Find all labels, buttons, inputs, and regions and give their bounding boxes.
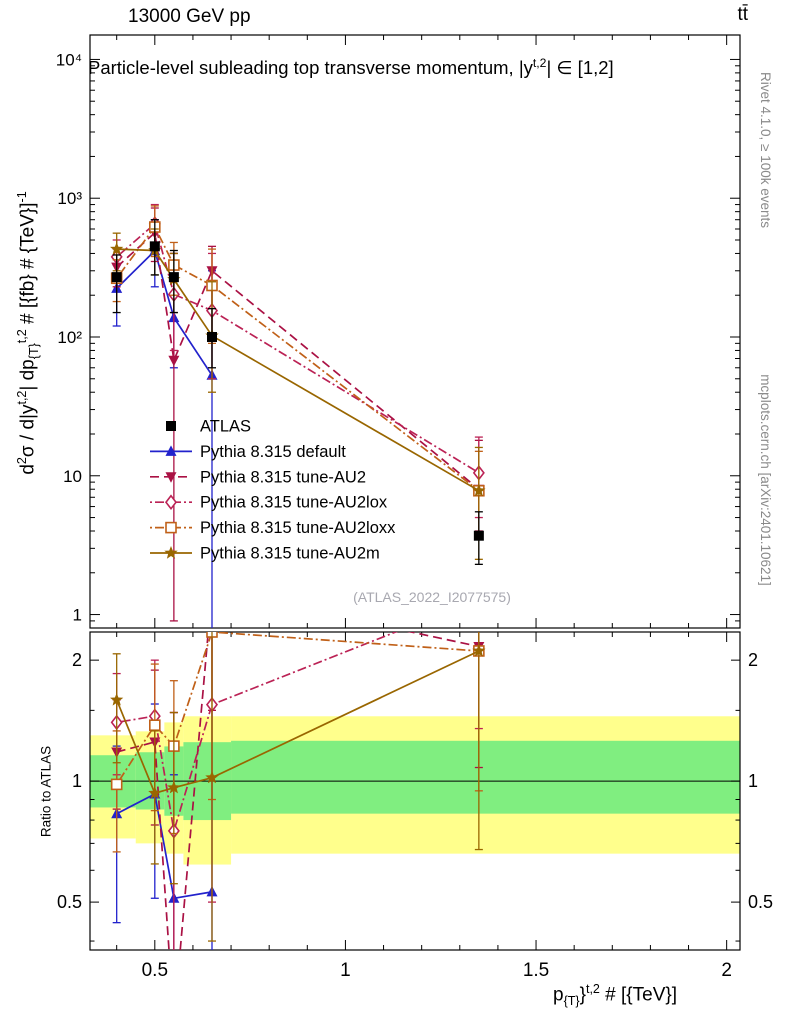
svg-text:Pythia 8.315 tune-AU2: Pythia 8.315 tune-AU2 <box>200 468 366 486</box>
svg-text:2: 2 <box>72 650 82 670</box>
legend: ATLAS Pythia 8.315 default Pythia 8.315 tu… <box>150 418 396 563</box>
beam-energy-label: 13000 GeV pp <box>128 6 251 27</box>
ratio-panel-frame <box>89 631 741 951</box>
svg-text:1: 1 <box>748 771 758 791</box>
svg-text:2: 2 <box>721 960 732 981</box>
svg-text:0.5: 0.5 <box>748 892 773 912</box>
mcplots-credit-note: mcplots.cern.ch [arXiv:2401.10621] <box>758 374 773 586</box>
y-axis-title: d2σ / d|yt,2| dp{T}t,2 # [{fb} # {TeV}]-… <box>15 191 42 475</box>
series-pythia-8-315-default <box>111 219 218 628</box>
axis-ticks <box>90 35 740 950</box>
rivet-version-note: Rivet 4.1.0, ≥ 100k events <box>758 72 773 228</box>
axis-tick-labels: 0.5 1 1.5 2 1 10 10² 10³ 10⁴ 0.5 0.5 1 1 2 2 <box>56 50 773 981</box>
svg-text:ATLAS: ATLAS <box>200 418 251 436</box>
svg-text:1: 1 <box>73 606 82 625</box>
svg-text:1: 1 <box>340 960 351 981</box>
svg-text:10³: 10³ <box>57 189 82 208</box>
legend-entry-pythia-8-315-tune-au2loxx: Pythia 8.315 tune-AU2loxx <box>150 519 396 537</box>
series-pythia-8-315-tune-au2m <box>110 632 486 942</box>
ratio-panel-series <box>110 632 486 950</box>
svg-text:1.5: 1.5 <box>523 960 549 981</box>
legend-entry-pythia-8-315-tune-au2: Pythia 8.315 tune-AU2 <box>150 468 366 486</box>
svg-text:10⁴: 10⁴ <box>56 50 82 69</box>
legend-entry-atlas: ATLAS <box>166 418 251 436</box>
plot-title: Particle-level subleading top transverse… <box>88 56 614 79</box>
svg-text:10²: 10² <box>57 328 82 347</box>
svg-text:0.5: 0.5 <box>142 960 168 981</box>
process-label: tt̄ <box>737 4 748 25</box>
svg-text:Pythia 8.315 tune-AU2loxx: Pythia 8.315 tune-AU2loxx <box>200 519 396 537</box>
main-panel-series <box>110 203 486 628</box>
legend-entry-pythia-8-315-default: Pythia 8.315 default <box>150 443 346 461</box>
svg-text:10: 10 <box>63 467 82 486</box>
analysis-id-watermark: (ATLAS_2022_I2077575) <box>353 589 511 605</box>
series-atlas <box>111 219 484 566</box>
uncertainty-bands <box>90 716 740 865</box>
svg-text:2: 2 <box>748 650 758 670</box>
svg-text:Pythia 8.315 tune-AU2lox: Pythia 8.315 tune-AU2lox <box>200 494 388 512</box>
svg-text:1: 1 <box>72 771 82 791</box>
legend-entry-pythia-8-315-tune-au2m: Pythia 8.315 tune-AU2m <box>150 545 380 563</box>
main-panel-frame <box>89 34 741 629</box>
svg-text:Pythia 8.315 default: Pythia 8.315 default <box>200 443 346 461</box>
series-pythia-8-315-tune-au2loxx <box>110 205 485 540</box>
legend-entry-pythia-8-315-tune-au2lox: Pythia 8.315 tune-AU2lox <box>150 494 388 512</box>
x-axis-title: p{T}}t,2 # [{TeV}] <box>553 982 678 1009</box>
svg-text:Pythia 8.315 tune-AU2m: Pythia 8.315 tune-AU2m <box>200 545 380 563</box>
svg-text:0.5: 0.5 <box>57 892 82 912</box>
ratio-axis-title: Ratio to ATLAS <box>38 745 54 838</box>
